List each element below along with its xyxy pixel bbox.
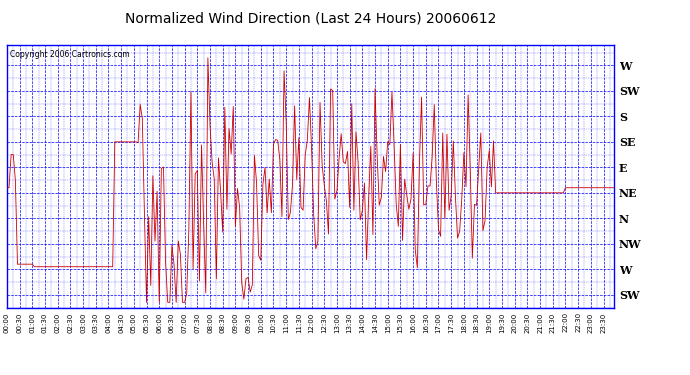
Text: Copyright 2006 Cartronics.com: Copyright 2006 Cartronics.com: [10, 50, 130, 59]
Text: Normalized Wind Direction (Last 24 Hours) 20060612: Normalized Wind Direction (Last 24 Hours…: [125, 11, 496, 25]
